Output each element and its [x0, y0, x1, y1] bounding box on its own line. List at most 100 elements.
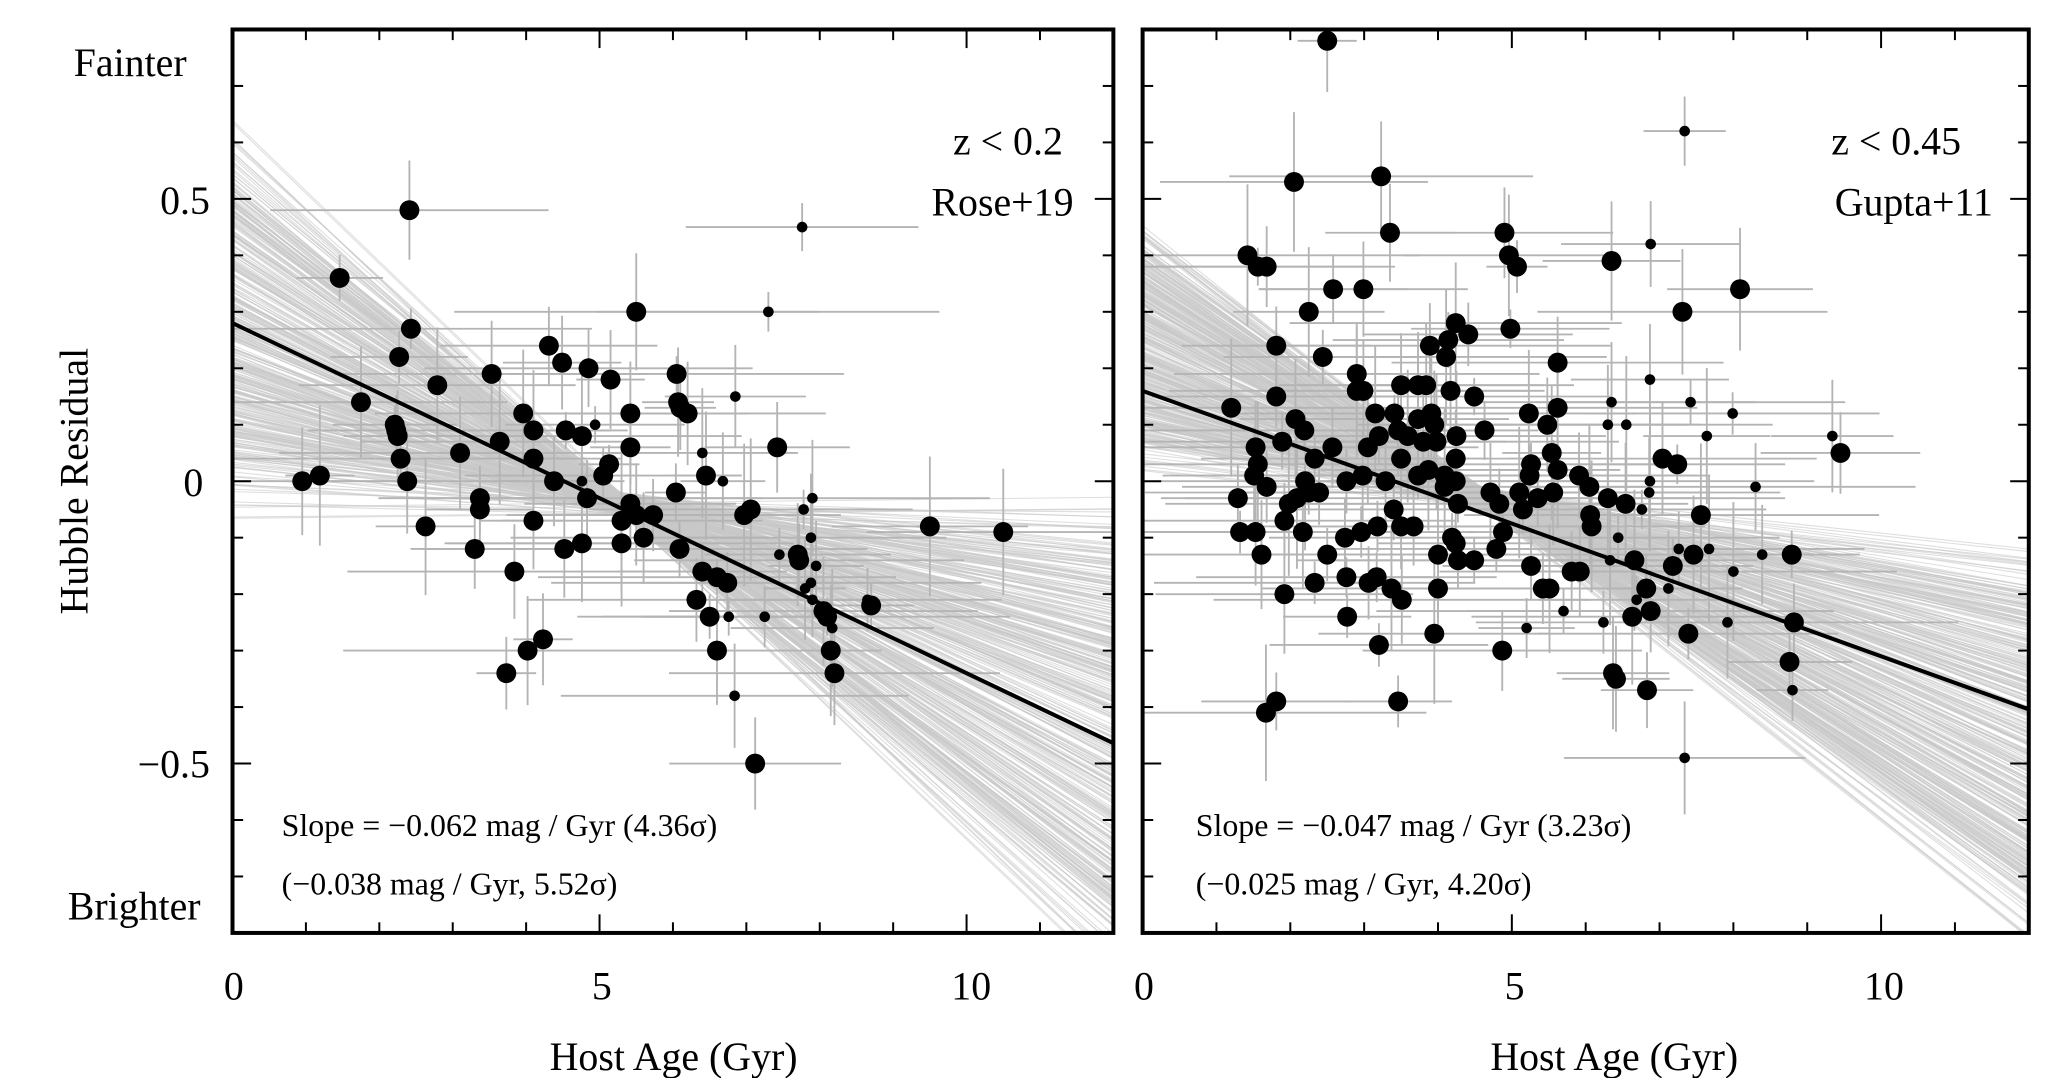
data-point	[1380, 222, 1400, 243]
data-point	[533, 629, 553, 650]
data-point	[1637, 680, 1657, 701]
data-point	[798, 504, 809, 515]
data-point	[1368, 426, 1389, 446]
slope-text: Slope = −0.047 mag / Gyr (3.23σ)	[1196, 808, 1632, 843]
data-point	[1722, 617, 1733, 628]
data-point	[1598, 617, 1609, 628]
data-point	[389, 347, 410, 367]
mcmc-sample-line	[1142, 336, 2029, 780]
data-point	[805, 532, 817, 543]
data-point	[759, 611, 771, 623]
x-tick-label: 10	[951, 963, 991, 1008]
data-point	[1612, 532, 1624, 543]
slope-text: Slope = −0.062 mag / Gyr (4.36σ)	[282, 808, 718, 843]
data-point	[1391, 448, 1412, 469]
data-point	[1351, 522, 1372, 542]
data-point	[1547, 352, 1568, 373]
data-point	[1781, 544, 1802, 565]
slope-text-alt: (−0.038 mag / Gyr, 5.52σ)	[282, 866, 618, 901]
x-tick-label: 5	[592, 963, 612, 1008]
data-point	[707, 640, 727, 661]
data-point	[1397, 426, 1418, 446]
data-point	[820, 640, 841, 661]
data-point	[1486, 539, 1507, 559]
data-point	[1539, 578, 1560, 599]
data-point	[1428, 578, 1448, 599]
data-point	[1521, 622, 1532, 634]
data-point	[1312, 347, 1333, 367]
data-point	[481, 363, 502, 384]
data-point	[1418, 459, 1439, 480]
best-fit-line	[1142, 388, 2029, 712]
annotation-source: Gupta+11	[1835, 179, 1993, 224]
data-point	[1527, 488, 1548, 509]
x-tick-label: 0	[224, 963, 244, 1008]
data-point	[817, 606, 838, 627]
data-point	[1518, 403, 1539, 424]
data-point	[1371, 166, 1392, 187]
data-point	[1284, 171, 1304, 192]
data-point	[397, 471, 418, 492]
y-axis-label: Hubble Residual	[52, 348, 97, 615]
data-point	[600, 369, 621, 390]
data-point	[1787, 684, 1798, 696]
data-point	[399, 200, 420, 221]
data-point	[1317, 544, 1338, 565]
data-point	[1492, 640, 1513, 661]
data-point	[504, 561, 525, 582]
data-point	[450, 443, 471, 463]
data-point	[745, 753, 766, 774]
data-point	[1620, 419, 1632, 431]
data-point	[717, 475, 729, 487]
x-tick-label: 0	[1134, 963, 1154, 1008]
data-point	[1230, 522, 1251, 542]
mcmc-sample-line	[232, 427, 1114, 597]
y-tick-label: 0	[183, 460, 203, 505]
data-point	[789, 550, 810, 571]
data-point	[387, 426, 408, 446]
data-point	[696, 465, 716, 486]
data-point	[796, 221, 808, 233]
data-point	[993, 522, 1014, 542]
data-point	[1730, 279, 1751, 300]
data-point	[1304, 572, 1325, 593]
data-point	[1701, 430, 1713, 442]
data-point	[554, 539, 575, 559]
data-point	[1446, 426, 1467, 446]
data-point	[1383, 499, 1404, 520]
data-point	[1245, 437, 1266, 458]
data-point	[1391, 375, 1412, 396]
data-point	[599, 454, 620, 475]
mcmc-sample-line	[232, 389, 1114, 669]
data-point	[1445, 471, 1466, 492]
data-point	[469, 488, 490, 509]
data-point	[523, 510, 544, 531]
mcmc-sample-line	[232, 444, 1114, 571]
data-point	[555, 420, 576, 441]
data-point	[1474, 420, 1495, 441]
data-point	[1602, 419, 1614, 431]
data-point	[1509, 482, 1530, 503]
data-point	[626, 301, 647, 322]
data-point	[1266, 335, 1287, 356]
data-point	[1569, 561, 1590, 582]
data-point	[1615, 493, 1636, 514]
data-point	[1662, 555, 1683, 576]
data-point	[1601, 251, 1622, 271]
data-point	[400, 318, 421, 339]
data-point	[1317, 30, 1338, 51]
data-point	[1403, 516, 1424, 537]
data-point	[415, 516, 436, 537]
data-point	[810, 560, 822, 572]
data-point	[1507, 256, 1527, 277]
data-point	[1336, 471, 1357, 492]
annotation-source: Rose+19	[931, 179, 1073, 224]
data-point	[1391, 589, 1412, 610]
data-point	[1426, 431, 1447, 452]
data-point	[390, 448, 411, 469]
x-axis-label: Host Age (Gyr)	[550, 1034, 798, 1078]
best-fit-line	[232, 321, 1114, 746]
y-label-brighter: Brighter	[68, 884, 201, 929]
data-point	[1644, 475, 1656, 487]
